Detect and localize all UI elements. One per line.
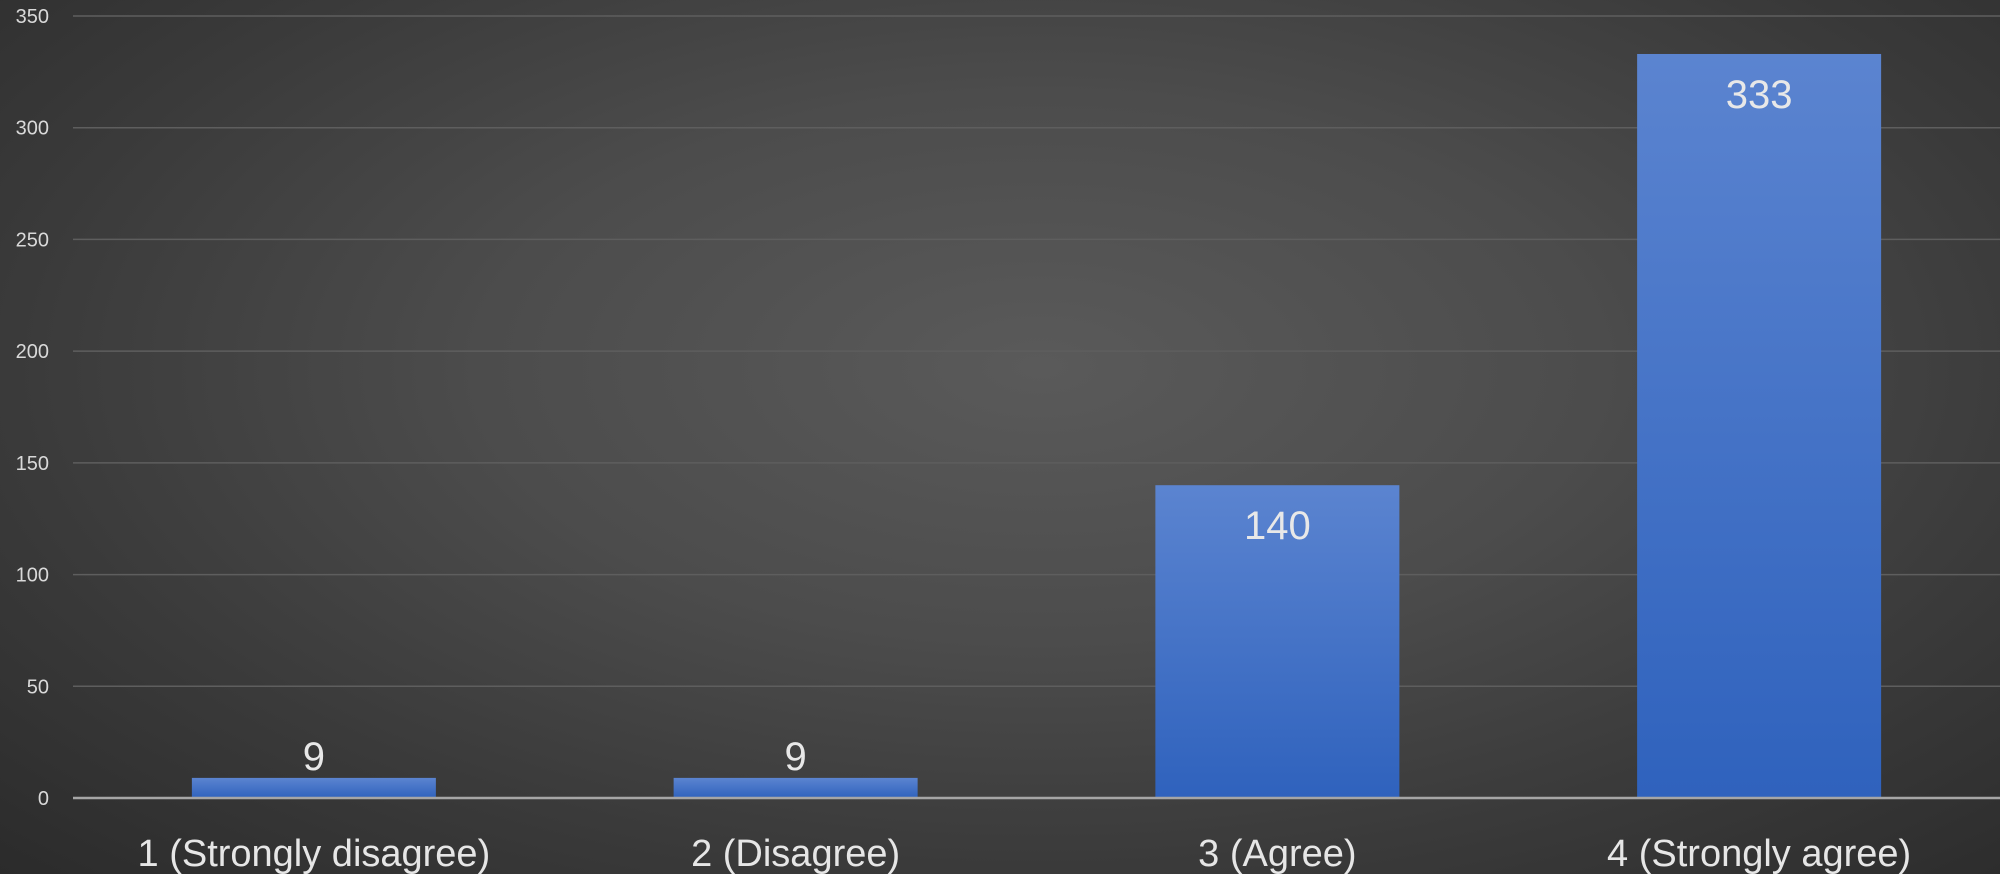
bar-value-label: 140 <box>1244 504 1311 548</box>
y-axis-tick-labels: 0 50 100 150 200 250 300 350 <box>16 6 49 810</box>
x-category-label: 4 (Strongly agree) <box>1607 833 1911 874</box>
gridlines <box>73 15 2000 688</box>
bar <box>1637 53 1882 799</box>
y-tick-label: 200 <box>16 341 49 363</box>
y-tick-label: 50 <box>27 676 49 698</box>
bar <box>673 777 918 798</box>
bar-value-label: 333 <box>1726 73 1793 117</box>
y-tick-label: 0 <box>38 788 49 810</box>
x-category-label: 2 (Disagree) <box>691 833 900 874</box>
bars <box>191 53 1882 799</box>
x-category-label: 3 (Agree) <box>1198 833 1356 874</box>
y-tick-label: 300 <box>16 118 49 140</box>
x-axis-category-labels: 1 (Strongly disagree) 2 (Disagree) 3 (Agre… <box>138 833 1912 874</box>
bar-value-label: 9 <box>785 735 807 779</box>
x-category-label: 1 (Strongly disagree) <box>138 833 491 874</box>
bar <box>191 777 436 798</box>
bar-value-label: 9 <box>303 735 325 779</box>
y-tick-label: 250 <box>16 229 49 251</box>
y-tick-label: 100 <box>16 565 49 587</box>
y-tick-label: 150 <box>16 453 49 475</box>
data-labels: 9 9 140 333 <box>303 73 1793 779</box>
y-tick-label: 350 <box>16 6 49 28</box>
bar <box>1155 485 1400 798</box>
